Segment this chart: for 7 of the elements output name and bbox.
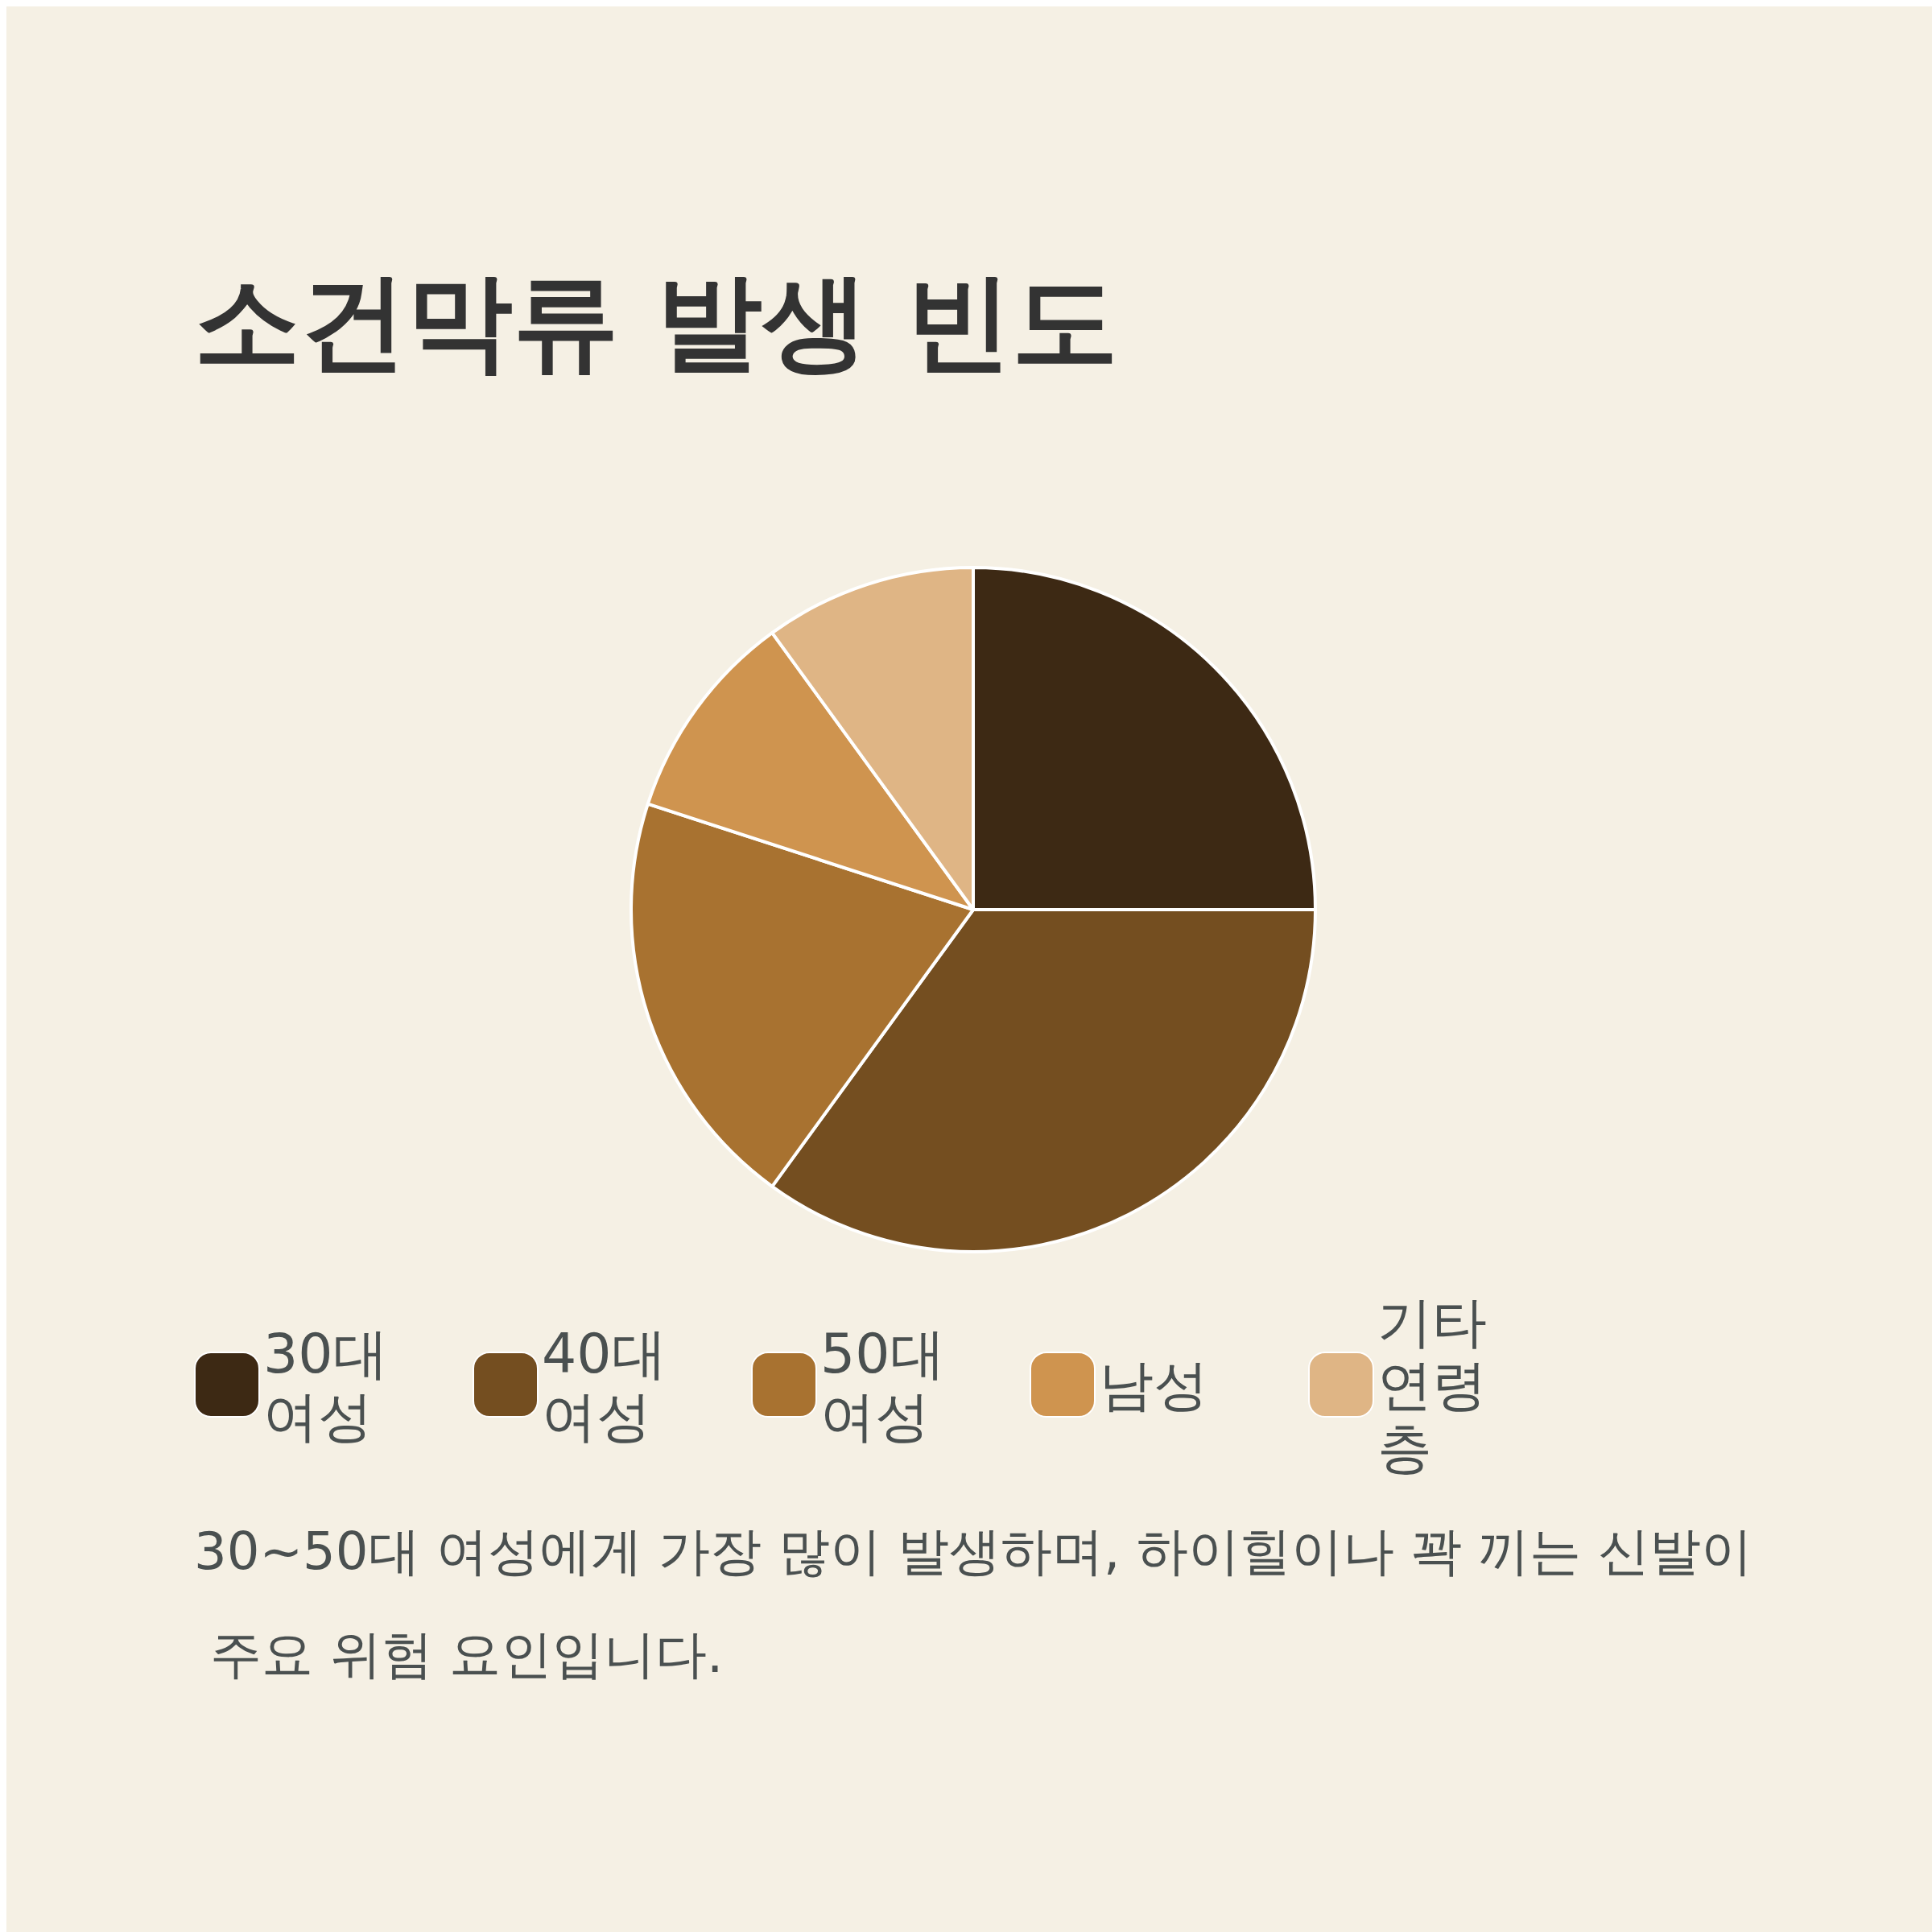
text: 30~50대 여성에게 가장 많이 발생하며, 하이힐이나 꽉 끼는 신발이 주요 위험 요인입니다.: [194, 1521, 1752, 1684]
legend-label: 50대 여성: [820, 1321, 963, 1448]
legend-label: 기타 연령층: [1377, 1290, 1505, 1480]
legend-label: 남성: [1099, 1352, 1208, 1417]
legend-label: 30대 여성: [263, 1321, 406, 1448]
legend-label: 40대 여성: [542, 1321, 684, 1448]
chart-title: 소건막류 발생 빈도: [194, 259, 1118, 383]
